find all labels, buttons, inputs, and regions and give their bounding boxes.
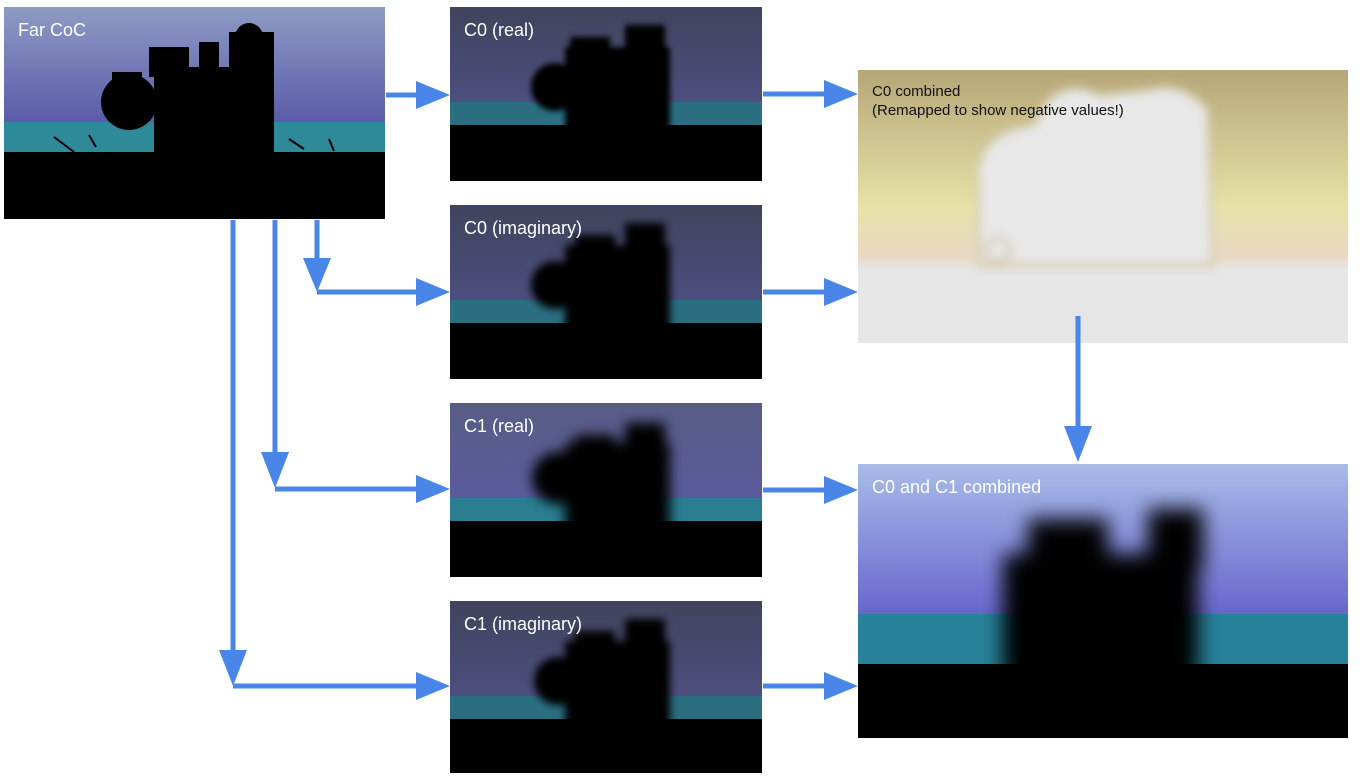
c0-real-panel: C0 (real) (450, 7, 762, 181)
c1-imaginary-panel: C1 (imaginary) (450, 601, 762, 773)
c0-imaginary-panel: C0 (imaginary) (450, 205, 762, 379)
arrowhead-c1-real-final (824, 476, 858, 504)
c0-combined-title: C0 combined (872, 83, 961, 100)
arrowhead-c1-real-down (261, 452, 289, 488)
far-coc-image (4, 7, 385, 219)
c0-real-label: C0 (real) (464, 20, 535, 40)
c0-combined-panel: C0 combined (Remapped to show negative v… (858, 70, 1348, 343)
c0-imaginary-label: C0 (imaginary) (464, 218, 583, 238)
arrowhead-c1-imag-final (824, 672, 858, 700)
c0-combined-image (858, 70, 1348, 343)
arrowhead-combined-final (1064, 426, 1092, 462)
far-coc-panel: Far CoC (4, 7, 385, 219)
c0-real-image (450, 7, 762, 181)
c0-c1-combined-panel: C0 and C1 combined (858, 464, 1348, 738)
c1-real-image (450, 403, 762, 577)
c1-real-label: C1 (real) (464, 416, 535, 436)
arrowhead-c1-imag-down (219, 650, 247, 686)
arrowhead-c0-real-combined (824, 80, 858, 108)
arrowhead-c0-imag (416, 278, 450, 306)
far-coc-label: Far CoC (18, 20, 87, 40)
c0-imaginary-image (450, 205, 762, 379)
arrowhead-c0-imag-down (303, 258, 331, 292)
c0-combined-note: (Remapped to show negative values!) (872, 102, 1124, 119)
c0-c1-combined-image (858, 464, 1348, 738)
arrowhead-c0-imag-combined (824, 278, 858, 306)
arrowhead-c0-real (416, 81, 450, 109)
c0-c1-combined-label: C0 and C1 combined (872, 477, 1042, 497)
c1-imaginary-label: C1 (imaginary) (464, 614, 583, 634)
c1-imaginary-image (450, 601, 762, 773)
c0-combined-label: C0 combined (Remapped to show negative v… (872, 82, 1124, 120)
arrowhead-c1-real (416, 475, 450, 503)
c1-real-panel: C1 (real) (450, 403, 762, 577)
arrowhead-c1-imag (416, 672, 450, 700)
